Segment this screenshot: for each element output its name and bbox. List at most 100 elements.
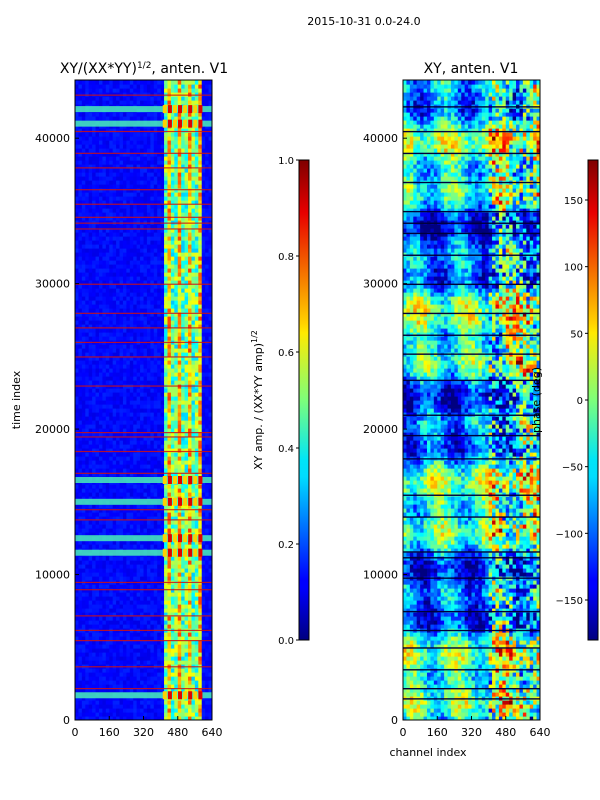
heatmap-cell — [205, 336, 210, 341]
heatmap-cell — [146, 620, 151, 625]
heatmap-cell — [136, 616, 141, 621]
heatmap-cell — [105, 656, 110, 661]
heatmap-cell — [122, 708, 127, 713]
heatmap-cell — [157, 404, 162, 409]
heatmap-cell — [181, 360, 186, 365]
heatmap-cell — [109, 352, 114, 357]
heatmap-cell — [153, 560, 158, 565]
heatmap-cell — [167, 420, 172, 425]
heatmap-cell — [81, 352, 86, 357]
heatmap-cell — [208, 248, 212, 253]
heatmap-cell — [105, 248, 110, 253]
heatmap-cell — [116, 524, 121, 529]
heatmap-cell — [205, 540, 210, 545]
heatmap-cell — [177, 544, 182, 549]
heatmap-cell — [205, 468, 210, 473]
heatmap-cell — [177, 572, 182, 577]
heatmap-cell — [174, 512, 179, 517]
heatmap-cell — [143, 656, 148, 661]
heatmap-cell — [181, 680, 186, 685]
heatmap-cell — [92, 520, 97, 525]
heatmap-cell — [126, 656, 131, 661]
heatmap-cell — [136, 624, 141, 629]
heatmap-cell — [81, 460, 86, 465]
heatmap-cell — [116, 596, 121, 601]
heatmap-cell — [205, 456, 210, 461]
heatmap-cell — [188, 324, 193, 329]
heatmap-cell — [75, 520, 80, 525]
heatmap-cell — [164, 412, 169, 417]
heatmap-cell — [164, 444, 169, 449]
heatmap-cell — [198, 396, 203, 401]
heatmap-cell — [109, 272, 114, 277]
heatmap-cell — [136, 520, 141, 525]
heatmap-cell — [153, 612, 158, 617]
heatmap-cell — [181, 424, 186, 429]
heatmap-cell — [143, 356, 148, 361]
heatmap-cell — [164, 400, 169, 405]
heatmap-cell — [201, 360, 206, 365]
heatmap-cell — [201, 412, 206, 417]
heatmap-cell — [208, 648, 212, 653]
heatmap-cell — [126, 708, 131, 713]
heatmap-cell — [95, 608, 100, 613]
heatmap-cell — [78, 484, 83, 489]
heatmap-cell — [181, 228, 186, 233]
heatmap-cell — [160, 328, 165, 333]
heatmap-cell — [133, 396, 138, 401]
heatmap-cell — [122, 344, 127, 349]
heatmap-cell — [75, 344, 80, 349]
heatmap-cell — [146, 396, 151, 401]
heatmap-cell — [181, 376, 186, 381]
heatmap-cell — [129, 424, 134, 429]
heatmap-cell — [98, 696, 103, 701]
heatmap-cell — [184, 228, 189, 233]
heatmap-cell — [75, 468, 80, 473]
heatmap-cell — [122, 228, 127, 233]
heatmap-cell — [205, 472, 210, 477]
heatmap-cell — [126, 284, 131, 289]
heatmap-cell — [191, 684, 196, 689]
heatmap-cell — [146, 484, 151, 489]
heatmap-cell — [160, 532, 165, 537]
heatmap-cell — [112, 620, 117, 625]
heatmap-cell — [167, 312, 172, 317]
heatmap-cell — [133, 588, 138, 593]
heatmap-cell — [75, 224, 80, 229]
heatmap-cell — [140, 556, 145, 561]
heatmap-cell — [75, 392, 80, 397]
heatmap-cell — [81, 436, 86, 441]
heatmap-cell — [116, 324, 121, 329]
heatmap-cell — [198, 400, 203, 405]
heatmap-cell — [133, 700, 138, 705]
heatmap-cell — [167, 244, 172, 249]
heatmap-cell — [201, 260, 206, 265]
heatmap-cell — [140, 464, 145, 469]
heatmap-cell — [181, 296, 186, 301]
heatmap-cell — [157, 456, 162, 461]
heatmap-cell — [153, 428, 158, 433]
heatmap-cell — [181, 644, 186, 649]
heatmap-cell — [143, 224, 148, 229]
heatmap-cell — [109, 620, 114, 625]
heatmap-cell — [188, 568, 193, 573]
heatmap-cell — [191, 508, 196, 513]
heatmap-cell — [205, 232, 210, 237]
heatmap-cell — [119, 680, 124, 685]
heatmap-cell — [164, 632, 169, 637]
heatmap-cell — [198, 572, 203, 577]
heatmap-cell — [153, 608, 158, 613]
heatmap-cell — [208, 468, 212, 473]
heatmap-cell — [208, 616, 212, 621]
heatmap-cell — [81, 592, 86, 597]
heatmap-cell — [181, 464, 186, 469]
heatmap-cell — [170, 588, 175, 593]
heatmap-cell — [102, 708, 107, 713]
heatmap-cell — [122, 292, 127, 297]
heatmap-cell — [112, 392, 117, 397]
heatmap-cell — [126, 568, 131, 573]
heatmap-cell — [126, 448, 131, 453]
heatmap-cell — [92, 512, 97, 517]
heatmap-cell — [95, 252, 100, 257]
heatmap-cell — [205, 704, 210, 709]
